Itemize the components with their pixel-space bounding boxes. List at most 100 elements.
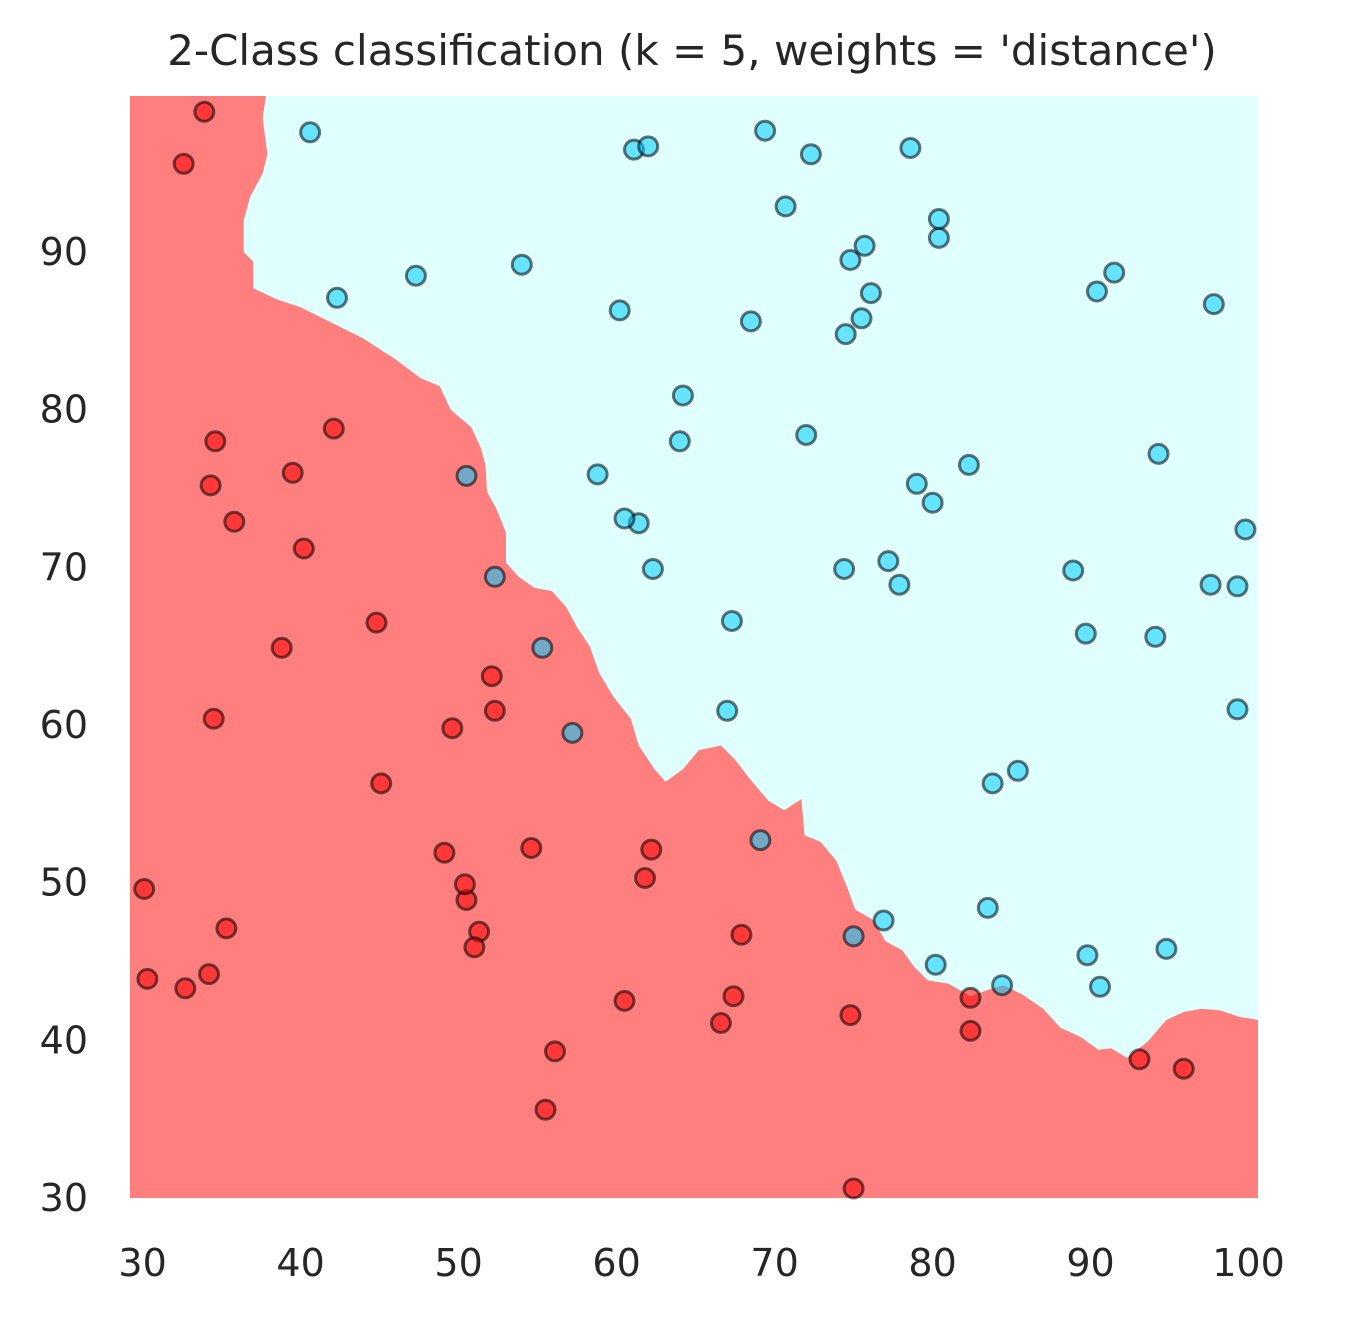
data-point-class-1 <box>850 307 873 330</box>
data-point-class-0 <box>520 837 543 859</box>
data-point-class-0 <box>709 1012 732 1034</box>
data-point-class-1 <box>668 430 691 453</box>
x-tick-label: 90 <box>1066 1241 1114 1285</box>
data-point-class-0 <box>322 417 345 440</box>
data-point-class-0 <box>480 665 503 688</box>
data-point-class-1 <box>905 472 928 495</box>
data-point-class-1 <box>877 550 900 573</box>
data-point-class-1 <box>739 310 762 333</box>
data-point-class-1 <box>899 137 922 159</box>
data-point-class-1 <box>1226 698 1249 721</box>
data-point-class-1 <box>586 463 609 486</box>
y-tick-label: 40 <box>40 1018 88 1062</box>
data-point-class-0 <box>483 699 506 722</box>
data-point-class-1 <box>455 464 478 487</box>
data-point-class-0 <box>172 152 195 175</box>
data-point-class-1 <box>872 909 895 932</box>
data-point-class-0 <box>839 1004 862 1027</box>
data-point-class-1 <box>483 565 506 588</box>
data-point-class-1 <box>1076 944 1099 967</box>
y-tick-label: 90 <box>40 230 88 274</box>
data-point-class-0 <box>730 923 753 946</box>
y-axis-ticks: 30 40 50 60 70 80 90 <box>40 230 88 1220</box>
data-point-class-1 <box>834 323 857 346</box>
data-point-class-1 <box>859 282 882 305</box>
plot-area <box>130 96 1258 1198</box>
data-point-class-0 <box>544 1040 566 1063</box>
data-point-class-1 <box>671 384 694 407</box>
data-point-class-1 <box>326 286 348 309</box>
data-point-class-1 <box>641 558 664 580</box>
data-point-class-0 <box>370 772 393 795</box>
data-point-class-1 <box>921 491 944 514</box>
x-tick-label: 100 <box>1212 1241 1285 1285</box>
data-point-class-1 <box>888 573 911 596</box>
data-point-class-0 <box>722 985 745 1008</box>
data-point-class-1 <box>754 119 777 142</box>
data-point-class-1 <box>1226 575 1249 598</box>
data-point-class-1 <box>749 829 772 852</box>
data-point-class-0 <box>1172 1057 1195 1080</box>
data-point-class-0 <box>133 878 156 900</box>
data-point-class-1 <box>927 226 950 249</box>
data-point-class-1 <box>1199 573 1222 596</box>
data-point-class-1 <box>1089 975 1111 998</box>
x-tick-label: 70 <box>750 1241 798 1285</box>
region-class-0 <box>130 96 1258 1198</box>
data-point-class-0 <box>193 100 216 123</box>
x-tick-label: 80 <box>908 1241 956 1285</box>
data-point-class-1 <box>716 699 739 722</box>
data-point-class-1 <box>839 249 862 271</box>
y-tick-label: 60 <box>40 703 88 747</box>
y-tick-label: 30 <box>40 1176 88 1220</box>
y-tick-label: 50 <box>40 861 88 905</box>
data-point-class-0 <box>453 873 476 896</box>
data-point-class-1 <box>924 953 947 976</box>
data-point-class-1 <box>720 610 743 632</box>
data-point-class-0 <box>202 707 225 730</box>
x-tick-label: 30 <box>118 1241 166 1285</box>
points-layer <box>133 100 1257 1200</box>
data-point-class-1 <box>1062 559 1085 582</box>
y-tick-label: 70 <box>40 545 88 589</box>
data-point-class-1 <box>1202 293 1225 316</box>
data-point-class-0 <box>365 611 388 634</box>
data-point-class-0 <box>441 717 464 740</box>
data-point-class-1 <box>833 558 856 580</box>
data-point-class-0 <box>198 963 220 986</box>
data-point-class-1 <box>976 896 999 919</box>
data-point-class-0 <box>842 1177 865 1200</box>
data-point-class-0 <box>223 510 246 533</box>
data-point-class-0 <box>136 967 159 990</box>
data-point-class-1 <box>795 424 818 446</box>
data-point-class-0 <box>204 430 227 453</box>
data-point-class-0 <box>281 461 304 484</box>
data-point-class-0 <box>199 474 222 497</box>
data-point-class-0 <box>959 986 982 1009</box>
data-point-class-1 <box>613 507 636 530</box>
data-point-class-1 <box>981 772 1004 795</box>
data-point-class-1 <box>853 234 876 257</box>
data-point-class-1 <box>299 121 322 144</box>
x-axis-ticks: 30 40 50 60 70 80 90 100 <box>118 1241 1284 1285</box>
data-point-class-1 <box>1155 937 1178 960</box>
data-point-class-1 <box>842 925 865 948</box>
data-point-class-1 <box>957 453 980 476</box>
data-point-class-0 <box>959 1019 982 1042</box>
data-point-class-1 <box>1103 261 1126 284</box>
data-point-class-1 <box>510 253 533 276</box>
data-point-class-0 <box>640 838 663 861</box>
data-point-class-1 <box>1006 759 1029 782</box>
data-point-class-1 <box>1144 625 1167 648</box>
data-point-class-0 <box>1128 1048 1151 1071</box>
data-point-class-1 <box>991 974 1014 997</box>
data-point-class-1 <box>799 143 822 166</box>
data-point-class-1 <box>608 299 631 322</box>
data-point-class-1 <box>774 195 797 218</box>
x-tick-label: 50 <box>434 1241 482 1285</box>
data-point-class-1 <box>1147 442 1170 465</box>
data-point-class-0 <box>292 537 315 560</box>
data-point-class-1 <box>1085 280 1108 303</box>
